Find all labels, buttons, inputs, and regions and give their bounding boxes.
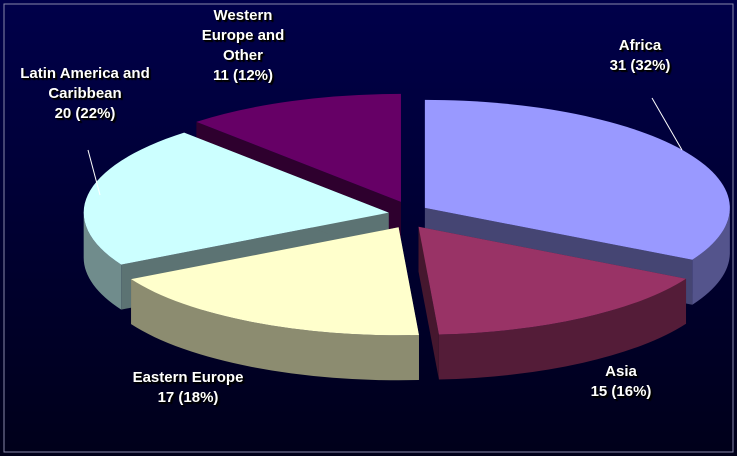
slice-side bbox=[418, 226, 439, 380]
pie-slice bbox=[418, 226, 687, 335]
pie-slice bbox=[83, 132, 389, 265]
category-label: Western Europe and Other bbox=[201, 7, 285, 64]
value-label: 17 (18%) bbox=[157, 389, 219, 406]
value-label: 20 (22%) bbox=[54, 105, 116, 122]
slice-wall bbox=[692, 207, 730, 305]
slice-wall bbox=[83, 212, 122, 310]
slice-wall bbox=[131, 279, 419, 381]
slice-label: Eastern Europe 17 (18%) bbox=[78, 368, 298, 408]
slice-label: Latin America and Caribbean 20 (22%) bbox=[5, 64, 165, 124]
category-label: Africa bbox=[618, 37, 662, 54]
value-label: 11 (12%) bbox=[212, 67, 274, 84]
slice-label: Asia 15 (16%) bbox=[521, 362, 721, 402]
slice-label: Africa 31 (32%) bbox=[540, 36, 737, 76]
pie-slice bbox=[196, 93, 401, 202]
pie-slice bbox=[424, 99, 730, 260]
leader-line bbox=[87, 149, 101, 196]
pie-slice bbox=[131, 227, 419, 336]
frame bbox=[3, 3, 734, 453]
leader-line bbox=[651, 97, 683, 151]
value-label: 31 (32%) bbox=[609, 57, 671, 74]
category-label: Eastern Europe bbox=[132, 369, 244, 386]
value-label: 15 (16%) bbox=[590, 383, 652, 400]
slice-wall bbox=[438, 278, 687, 380]
category-label: Asia bbox=[605, 363, 637, 380]
category-label: Latin America and Caribbean bbox=[20, 65, 150, 102]
slice-label: Western Europe and Other 11 (12%) bbox=[183, 6, 303, 86]
